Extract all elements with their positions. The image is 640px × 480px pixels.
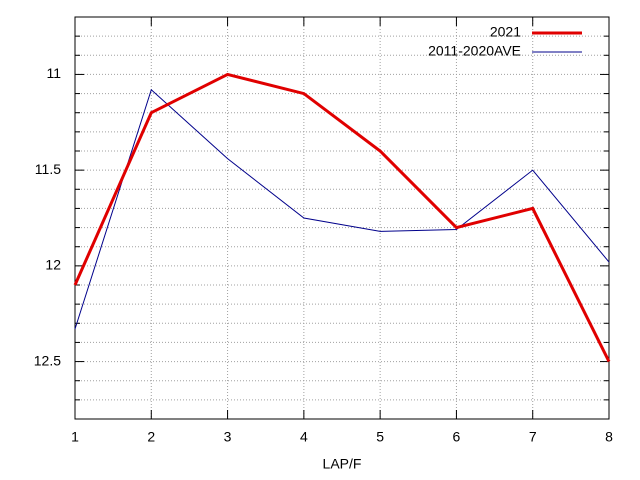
x-tick-label: 4 [300, 429, 308, 445]
x-tick-label: 2 [147, 429, 155, 445]
legend-label: 2011-2020AVE [428, 43, 521, 59]
y-tick-label: 11 [46, 65, 61, 81]
x-tick-label: 8 [605, 429, 613, 445]
x-tick-label: 1 [71, 429, 79, 445]
plot-border [74, 16, 610, 420]
x-tick-label: 5 [376, 429, 384, 445]
series-line [73, 72, 611, 363]
y-tick-label: 11.5 [35, 161, 61, 177]
y-tick-label: 12.5 [34, 352, 61, 368]
x-axis-label: LAP/F [323, 456, 362, 472]
x-tick-label: 6 [453, 429, 461, 445]
legend-label: 2021 [490, 24, 521, 40]
x-tick-label: 3 [224, 429, 232, 445]
x-tick-label: 7 [529, 429, 537, 445]
y-tick-label: 12 [45, 257, 61, 273]
series-line [74, 88, 610, 330]
